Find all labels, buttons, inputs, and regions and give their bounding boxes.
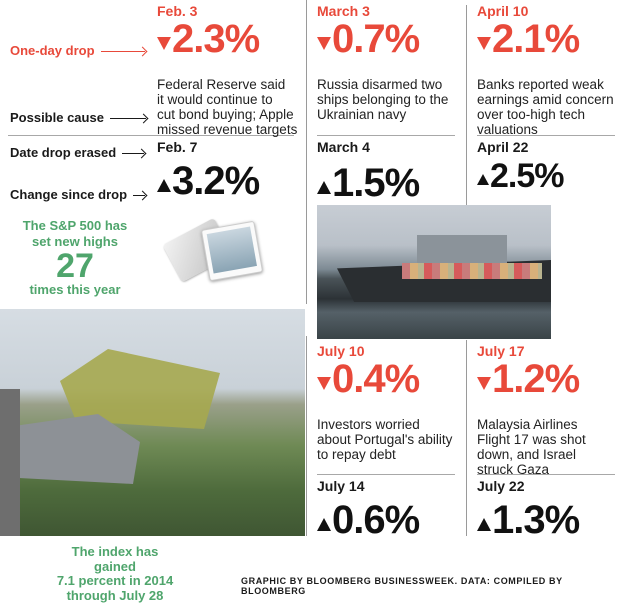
drop-value: 1.2%	[477, 359, 627, 399]
arrow-right-icon	[109, 118, 146, 120]
change-value: 2.5%	[477, 159, 564, 193]
drop-value: 0.4%	[317, 359, 462, 399]
up-triangle-icon	[477, 518, 491, 531]
up-triangle-icon	[157, 179, 171, 192]
arrow-right-icon	[133, 195, 146, 197]
drop-value: 2.1%	[477, 19, 627, 59]
cause-text: Malaysia Airlines Flight 17 was shot dow…	[477, 417, 586, 477]
rule-april	[477, 135, 615, 136]
legend-change-since: Change since drop	[10, 187, 146, 202]
up-triangle-icon	[317, 518, 331, 531]
cause-text: Russia disarmed two ships belonging to t…	[317, 77, 449, 122]
event-feb: Feb. 3 2.3% Federal Reserve said it woul…	[157, 3, 302, 137]
change-value: 1.3%	[477, 500, 580, 540]
down-triangle-icon	[477, 377, 491, 390]
event-feb-recovery: Feb. 7 3.2%	[157, 139, 260, 203]
ipad-photo	[162, 215, 270, 283]
legend-possible-cause: Possible cause	[10, 110, 146, 125]
arrow-right-icon	[122, 153, 145, 155]
credit-line: GRAPHIC BY BLOOMBERG BUSINESSWEEK. DATA:…	[241, 576, 563, 596]
cause-text: Banks reported weak earnings amid concer…	[477, 77, 614, 137]
drop-value: 0.7%	[317, 19, 462, 59]
event-april-recovery: April 22 2.5%	[477, 139, 564, 195]
event-july17: July 17 1.2% Malaysia Airlines Flight 17…	[477, 343, 627, 477]
up-triangle-icon	[317, 181, 331, 194]
divider-vertical-1	[306, 0, 307, 304]
change-value: 1.5%	[317, 163, 420, 203]
legend-one-day-drop: One-day drop	[10, 43, 145, 58]
down-triangle-icon	[477, 37, 491, 50]
down-triangle-icon	[317, 377, 331, 390]
event-april: April 10 2.1% Banks reported weak earnin…	[477, 3, 627, 137]
divider-vertical-1b	[306, 336, 307, 536]
event-july10-recovery: July 14 0.6%	[317, 478, 420, 542]
drop-value: 2.3%	[157, 19, 302, 59]
divider-vertical-2	[466, 5, 467, 205]
up-triangle-icon	[477, 174, 489, 185]
down-triangle-icon	[157, 37, 171, 50]
event-march: March 3 0.7% Russia disarmed two ships b…	[317, 3, 462, 122]
arrow-right-icon	[100, 51, 145, 53]
event-july10: July 10 0.4% Investors worried about Por…	[317, 343, 462, 462]
change-value: 0.6%	[317, 500, 420, 540]
highs-note: The S&P 500 has set new highs 27 times t…	[22, 218, 128, 297]
down-triangle-icon	[317, 37, 331, 50]
cause-text: Investors worried about Portugal's abili…	[317, 417, 453, 462]
event-july17-recovery: July 22 1.3%	[477, 478, 580, 542]
divider-vertical-2b	[466, 340, 467, 536]
change-value: 3.2%	[157, 161, 260, 201]
event-march-recovery: March 4 1.5%	[317, 139, 420, 205]
mh17-wreckage-photo	[0, 309, 305, 536]
gain-note: The index has gained 7.1 percent in 2014…	[56, 544, 174, 603]
ship-photo	[317, 205, 551, 339]
rule-july17	[477, 474, 615, 475]
cause-text: Federal Reserve said it would continue t…	[157, 77, 298, 137]
rule-march	[317, 135, 455, 136]
rule-feb	[8, 135, 294, 136]
rule-july10	[317, 474, 455, 475]
legend-date-erased: Date drop erased	[10, 145, 145, 160]
